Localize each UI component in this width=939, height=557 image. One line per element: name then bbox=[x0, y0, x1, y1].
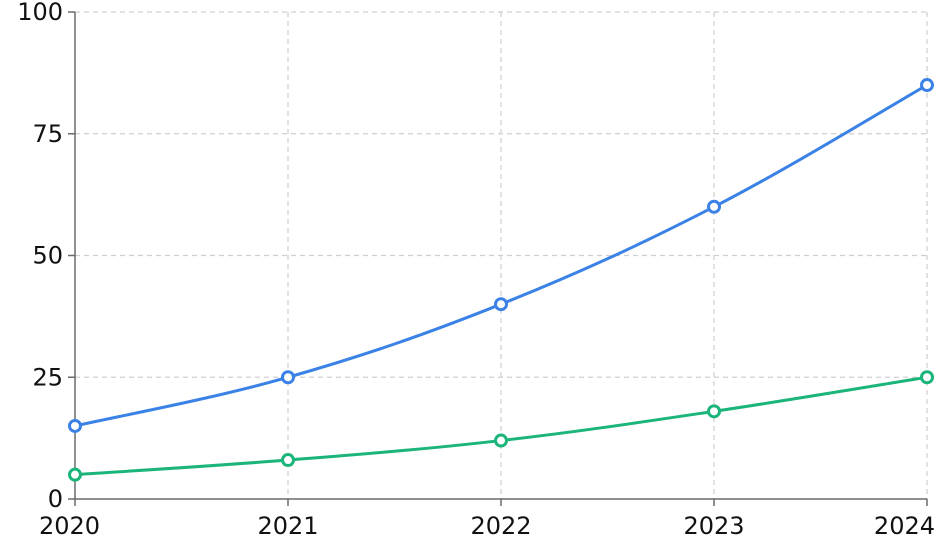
series-points bbox=[68, 78, 934, 482]
x-tick-label: 2020 bbox=[39, 512, 100, 540]
x-tick-label: 2023 bbox=[683, 512, 744, 540]
x-tick-label: 2022 bbox=[470, 512, 531, 540]
y-tick-label: 50 bbox=[32, 242, 63, 270]
y-tick-label: 75 bbox=[32, 120, 63, 148]
y-tick-label: 100 bbox=[17, 0, 63, 26]
x-axis-ticks: 2020 2021 2022 2023 2024 bbox=[39, 499, 935, 540]
y-tick-label: 25 bbox=[32, 363, 63, 391]
series-1-point[interactable] bbox=[68, 418, 82, 433]
series-2-point[interactable] bbox=[707, 404, 721, 419]
series-1-point[interactable] bbox=[281, 370, 295, 385]
x-tick-label: 2021 bbox=[257, 512, 318, 540]
grid bbox=[75, 11, 928, 499]
series-1-point[interactable] bbox=[707, 199, 721, 214]
y-tick-label: 0 bbox=[48, 485, 63, 513]
series-lines bbox=[73, 83, 929, 477]
series-1-point[interactable] bbox=[920, 78, 934, 93]
series-2-point[interactable] bbox=[281, 453, 295, 468]
x-tick-label: 2024 bbox=[874, 512, 935, 540]
y-axis-ticks: 0 25 50 75 100 bbox=[17, 0, 75, 513]
series-1-point[interactable] bbox=[494, 297, 508, 312]
series-2-point[interactable] bbox=[494, 433, 508, 448]
series-2-point[interactable] bbox=[68, 467, 82, 482]
series-2-point[interactable] bbox=[920, 370, 934, 385]
